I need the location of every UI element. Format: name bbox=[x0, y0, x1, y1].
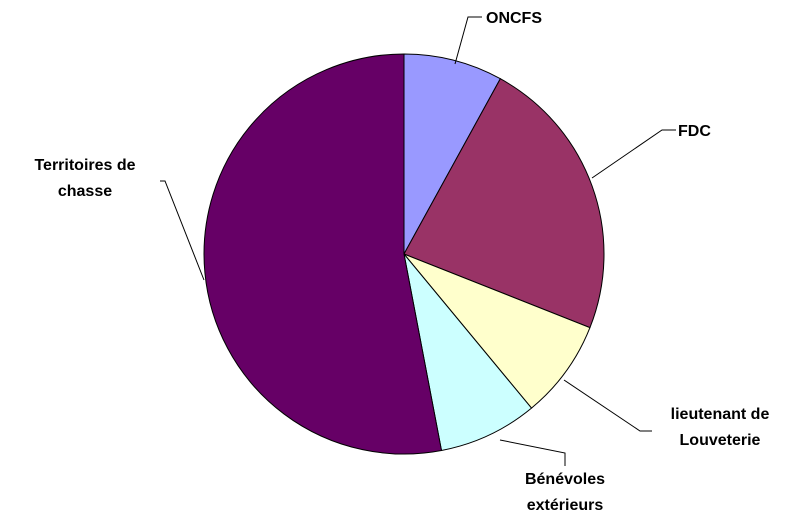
pie-slice-2 bbox=[403, 253, 591, 409]
pie-slice-0 bbox=[403, 53, 502, 255]
slice-label-3: Bénévoles extérieurs bbox=[525, 471, 605, 514]
leader-line-4 bbox=[160, 180, 205, 281]
slice-label-2: lieutenant de Louveterie bbox=[671, 406, 770, 449]
pie-slice-1 bbox=[403, 78, 605, 329]
leader-lines bbox=[160, 16, 676, 466]
slice-label-0: ONCFS bbox=[486, 10, 542, 27]
slice-label-4: Territoires de chasse bbox=[34, 157, 135, 200]
pie-slice-4 bbox=[203, 53, 443, 455]
leader-line-3 bbox=[499, 439, 566, 466]
pie-slice-3 bbox=[403, 253, 533, 452]
leader-line-0 bbox=[454, 16, 482, 65]
slice-labels: ONCFS FDC lieutenant de Louveterie Bénévoles… bbox=[34, 10, 769, 514]
leader-line-2 bbox=[563, 379, 652, 432]
slice-label-1: FDC bbox=[678, 123, 711, 140]
leader-line-1 bbox=[591, 129, 676, 179]
pie-slices bbox=[203, 53, 605, 455]
